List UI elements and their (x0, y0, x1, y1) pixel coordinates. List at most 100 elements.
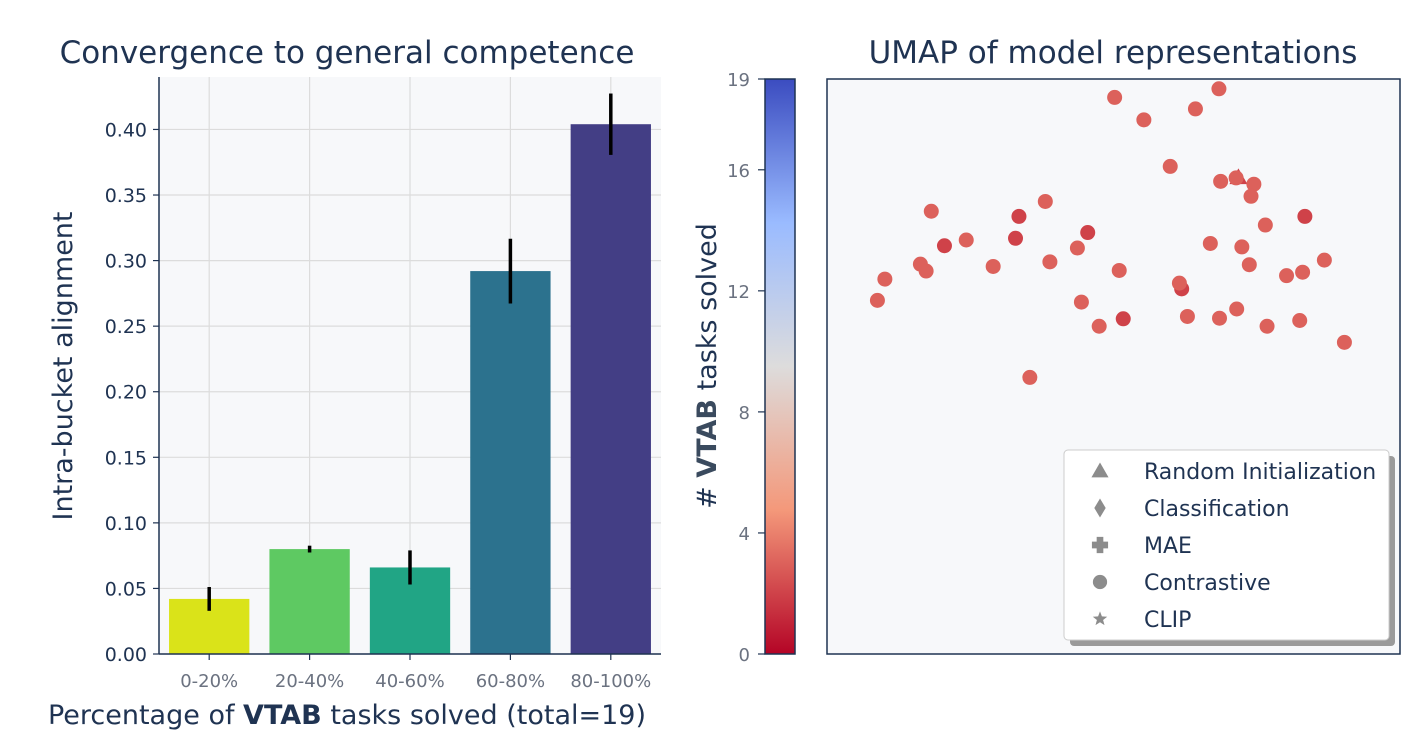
scatter-point-circle (877, 271, 893, 287)
scatter-point-circle (1008, 230, 1024, 246)
scatter-point-circle (1213, 173, 1229, 189)
scatter-point-circle (1069, 240, 1085, 256)
bar-y-axis-label: Intra-bucket alignment (48, 211, 79, 520)
bar-y-tick-label: 0.05 (105, 578, 147, 600)
scatter-point-circle (1316, 252, 1332, 268)
legend-label: MAE (1144, 534, 1192, 559)
scatter-point-circle (1162, 158, 1178, 174)
scatter-point-circle (1037, 193, 1053, 209)
bar-x-tick-label: 0-20% (180, 671, 238, 692)
scatter-point-circle (1229, 301, 1245, 317)
colorbar-tick-label: 0 (739, 645, 750, 666)
legend-label: CLIP (1144, 608, 1191, 633)
scatter-point-circle (1042, 254, 1058, 270)
legend-box (1063, 449, 1390, 641)
legend-label: Contrastive (1144, 571, 1271, 596)
legend-plus-icon (1091, 536, 1109, 554)
colorbar-label-bold: VTAB (692, 399, 723, 478)
colorbar-label: # VTAB tasks solved (692, 223, 723, 509)
colorbar-label-prefix: # (692, 478, 723, 509)
colorbar-tick-label: 19 (727, 70, 750, 91)
scatter-point-circle (1241, 257, 1257, 273)
colorbar-tick-label: 16 (727, 161, 750, 182)
scatter-point-circle (1292, 313, 1308, 328)
scatter-point-circle (1259, 318, 1275, 334)
bar-chart: 0.00 0.05 0.10 0.15 0.20 0.25 0.30 0.35 0.40 0-2… (48, 35, 661, 731)
colorbar-gradient (764, 78, 796, 655)
scatter-points (869, 81, 1352, 385)
bar-y-tick-label: 0.10 (105, 513, 147, 535)
bar-y-tick-label: 0.40 (105, 119, 147, 141)
scatter-point-circle (1211, 81, 1227, 97)
bar-x-axis-label-bold: VTAB (243, 700, 322, 731)
bar-x-axis-label-prefix: Percentage of (48, 700, 243, 731)
bar-x-ticks: 0-20% 20-40% 40-60% 60-80% 80-100% (180, 654, 651, 692)
bar-y-tick-label: 0.35 (105, 185, 147, 207)
bar-y-tick-label: 0.30 (105, 251, 147, 273)
colorbar: 0 4 8 12 16 19 # VTAB tasks solved (692, 70, 796, 666)
scatter-point-circle (1107, 89, 1123, 105)
colorbar-label-suffix: tasks solved (692, 223, 723, 399)
scatter-point-circle (1091, 318, 1107, 334)
bar-x-tick-label: 80-100% (570, 671, 651, 692)
scatter-point-circle (1171, 275, 1187, 291)
bar-y-ticks: 0.00 0.05 0.10 0.15 0.20 0.25 0.30 0.35 0.40 (105, 119, 159, 666)
scatter-point-circle (1336, 334, 1352, 350)
legend-label: Classification (1144, 497, 1290, 522)
scatter-point-circle (1297, 208, 1313, 224)
bar-x-axis-label-suffix: tasks solved (total=19) (322, 700, 646, 731)
scatter-point-circle (1279, 268, 1295, 284)
scatter-point-circle (1136, 112, 1152, 128)
scatter-point-circle (1295, 264, 1311, 280)
colorbar-tick-label: 8 (739, 403, 750, 424)
scatter-point-circle (1022, 369, 1038, 385)
bar-y-tick-label: 0.20 (105, 382, 147, 404)
scatter-point-circle (1011, 208, 1027, 224)
bar-y-tick-label: 0.00 (105, 644, 147, 666)
bar-error-bars (207, 93, 613, 611)
scatter-point-circle (1179, 308, 1195, 324)
bar-bars (169, 124, 651, 654)
bar-60-80% (470, 271, 551, 654)
colorbar-tick-label: 4 (739, 524, 750, 545)
colorbar-ticks: 0 4 8 12 16 19 (727, 70, 765, 666)
scatter-point-circle (1111, 262, 1127, 278)
bar-x-tick-label: 60-80% (476, 671, 545, 692)
scatter-chart: UMAP of model representations Random Ini… (826, 35, 1401, 655)
legend-label: Random Initialization (1144, 460, 1376, 485)
scatter-point-circle (1115, 311, 1131, 327)
legend-star-icon (1092, 611, 1108, 626)
scatter-point-circle (918, 263, 934, 279)
legend-triangle-icon (1091, 462, 1109, 478)
scatter-point-circle (1234, 239, 1250, 255)
legend-circle-icon (1092, 574, 1108, 590)
bar-80-100% (570, 124, 651, 654)
bar-chart-title: Convergence to general competence (60, 35, 635, 71)
bar-x-axis-label: Percentage of VTAB tasks solved (total=1… (48, 700, 646, 731)
scatter-chart-title: UMAP of model representations (869, 35, 1358, 71)
scatter-point-circle (1187, 101, 1203, 117)
scatter-point-circle (869, 292, 885, 308)
bar-y-tick-label: 0.15 (105, 447, 147, 469)
scatter-point-circle (1257, 217, 1273, 233)
scatter-point-circle (1228, 170, 1244, 186)
bar-x-tick-label: 20-40% (275, 671, 344, 692)
legend: Random Initialization Classification MAE Co… (1063, 449, 1395, 646)
colorbar-tick-label: 12 (727, 282, 750, 303)
scatter-point-circle (985, 258, 1001, 274)
bar-20-40% (269, 549, 350, 654)
scatter-point-circle (936, 238, 952, 254)
scatter-point-circle (1243, 188, 1259, 204)
scatter-point-circle (1080, 225, 1096, 241)
scatter-point-circle (1202, 235, 1218, 251)
bar-x-tick-label: 40-60% (375, 671, 444, 692)
scatter-point-circle (958, 232, 974, 248)
scatter-point-circle (1246, 176, 1262, 192)
scatter-point-circle (923, 203, 939, 219)
scatter-point-circle (1212, 310, 1228, 326)
scatter-point-circle (1073, 294, 1089, 310)
legend-items: Random Initialization Classification MAE Co… (1091, 460, 1376, 633)
legend-diamond-icon (1094, 498, 1106, 518)
bar-y-tick-label: 0.25 (105, 316, 147, 338)
